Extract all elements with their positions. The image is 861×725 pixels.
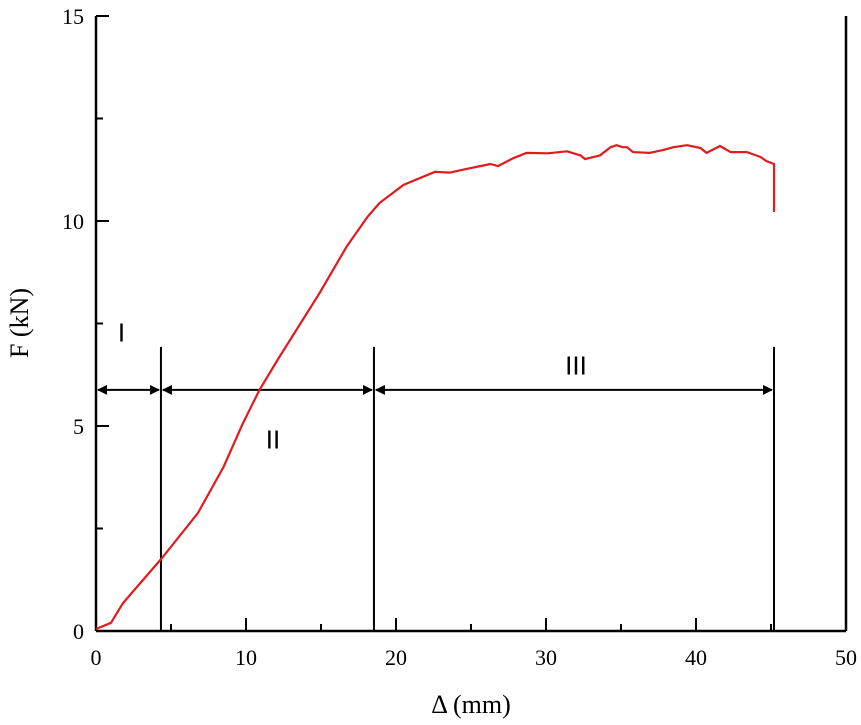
series bbox=[95, 144, 776, 631]
y-tick-label: 15 bbox=[62, 4, 84, 29]
y-tick-label: 0 bbox=[73, 619, 84, 644]
ticks: 0 10 20 30 40 50 0 5 10 15 bbox=[62, 4, 857, 670]
region-label: II bbox=[266, 424, 280, 454]
y-tick-label: 5 bbox=[73, 414, 84, 439]
force-curve bbox=[95, 144, 776, 631]
x-tick-label: 50 bbox=[835, 645, 857, 670]
axes bbox=[94, 16, 848, 633]
y-axis-title: F (kN) bbox=[5, 288, 34, 358]
region-label: I bbox=[118, 318, 125, 348]
y-tick-label: 10 bbox=[62, 209, 84, 234]
x-tick-label: 0 bbox=[91, 645, 102, 670]
x-tick-label: 30 bbox=[535, 645, 557, 670]
region-label: III bbox=[565, 351, 587, 381]
x-axis-title: Δ (mm) bbox=[431, 690, 511, 719]
x-tick-label: 10 bbox=[235, 645, 257, 670]
x-tick-label: 40 bbox=[685, 645, 707, 670]
x-tick-label: 20 bbox=[385, 645, 407, 670]
